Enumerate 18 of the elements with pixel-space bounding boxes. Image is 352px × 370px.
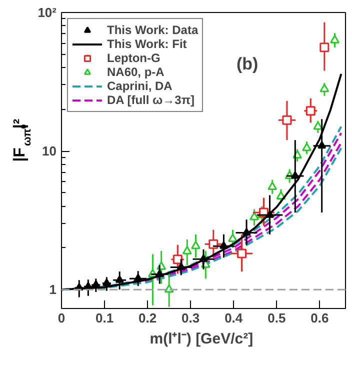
y-tick-label: 1 xyxy=(49,282,57,298)
x-tick-label: 0.3 xyxy=(182,310,200,326)
x-tick-label: 0 xyxy=(58,310,66,326)
legend-label: DA [full ω→3π] xyxy=(107,93,195,107)
legend-label: NA60, p-A xyxy=(107,65,164,79)
x-tick-label: 0.6 xyxy=(310,310,329,326)
legend-label: Lepton-G xyxy=(107,51,160,65)
legend-label: This Work: Fit xyxy=(107,37,187,51)
y-tick-label: 10 xyxy=(42,144,57,159)
x-tick-label: 0.5 xyxy=(268,310,286,326)
legend-label: This Work: Data xyxy=(107,23,198,37)
x-axis-title: m(l⁺l⁻) [GeV/c²] xyxy=(150,330,254,348)
legend-label: Caprini, DA xyxy=(107,79,172,93)
y-tick-label: 10² xyxy=(38,5,58,20)
annotation: (b) xyxy=(236,54,258,74)
x-tick-label: 0.4 xyxy=(224,310,244,326)
x-tick-label: 0.1 xyxy=(95,310,114,326)
x-tick-label: 0.2 xyxy=(138,310,157,326)
